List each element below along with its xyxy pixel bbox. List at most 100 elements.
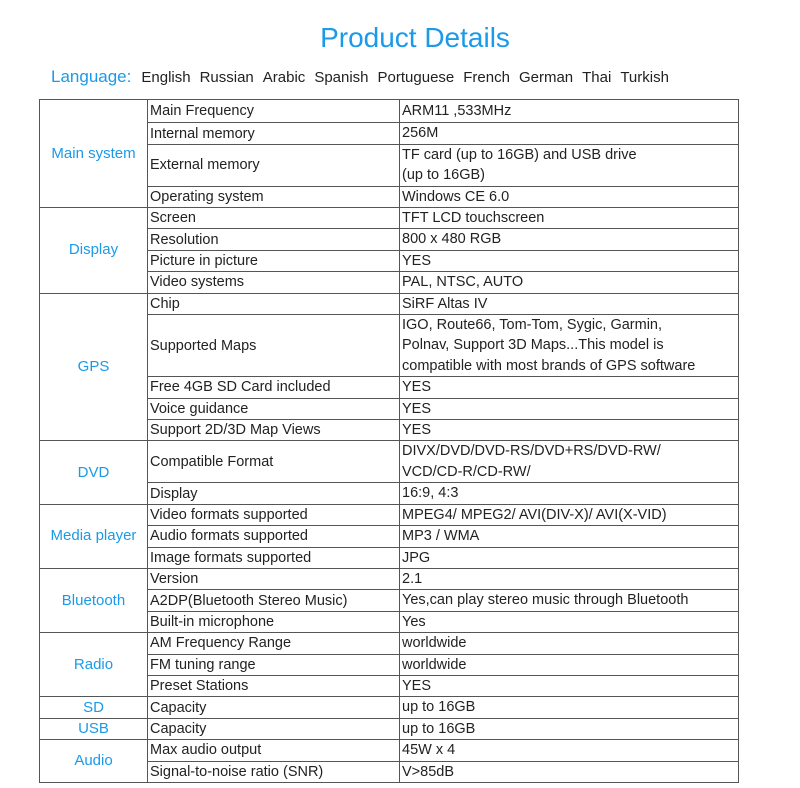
spec-value-line: DIVX/DVD/DVD-RS/DVD+RS/DVD-RW/ <box>402 443 661 460</box>
language-option[interactable]: Russian <box>199 69 254 86</box>
spec-name: Preset Stations <box>147 674 400 698</box>
language-option[interactable]: Turkish <box>620 69 669 86</box>
language-option[interactable]: Arabic <box>262 69 306 86</box>
spec-value: YES <box>399 674 739 698</box>
table-row: SD Capacity up to 16GB <box>39 696 739 719</box>
spec-value: up to 16GB <box>399 717 739 741</box>
table-row: Preset Stations YES <box>40 674 739 698</box>
table-row: External memory TF card (up to 16GB) and … <box>40 143 739 187</box>
table-row: DVD Compatible Format DIVX/DVD/DVD-RS/DVD+… <box>39 440 739 505</box>
spec-value-line: 2.1 <box>402 570 423 587</box>
language-label: Language: <box>51 67 132 86</box>
spec-name: Screen <box>147 207 400 230</box>
spec-name: FM tuning range <box>147 653 400 676</box>
spec-value-line: SiRF Altas IV <box>402 295 488 312</box>
spec-name: Image formats supported <box>147 546 400 569</box>
spec-value-line: Polnav, Support 3D Maps...This model is <box>402 337 664 354</box>
table-row: Free 4GB SD Card included YES <box>40 376 739 399</box>
spec-name: Capacity <box>147 696 400 719</box>
spec-value: 800 x 480 RGB <box>399 228 739 251</box>
spec-name: Operating system <box>147 185 400 209</box>
spec-name: Supported Maps <box>147 314 400 378</box>
category-cell: Radio <box>39 632 148 698</box>
spec-value-line: worldwide <box>402 656 467 673</box>
language-option[interactable]: Portuguese <box>377 69 455 86</box>
spec-value: up to 16GB <box>399 696 739 719</box>
table-row: Bluetooth Version 2.1 <box>39 567 739 634</box>
spec-value-line: Yes <box>402 613 426 630</box>
spec-value: ARM11 ,533MHz <box>399 98 739 124</box>
spec-value-line: PAL, NTSC, AUTO <box>402 274 524 291</box>
spec-value-line: MPEG4/ MPEG2/ AVI(DIV-X)/ AVI(X-VID) <box>402 506 667 523</box>
spec-value: YES <box>399 419 739 442</box>
spec-value-line: MP3 / WMA <box>402 528 480 545</box>
spec-value: V>85dB <box>399 760 739 783</box>
spec-value: 45W x 4 <box>399 739 739 762</box>
spec-name: Version <box>147 567 400 591</box>
table-row: Internal memory 256M <box>40 122 739 145</box>
language-option[interactable]: Spanish <box>314 69 369 86</box>
spec-value-line: YES <box>402 422 432 439</box>
table-row: FM tuning range worldwide <box>40 653 739 676</box>
table-row: Signal-to-noise ratio (SNR) V>85dB <box>40 760 739 783</box>
table-row: Media player Video formats supported MPEG4… <box>39 503 739 569</box>
spec-name: Chip <box>147 292 400 316</box>
spec-name: Max audio output <box>147 739 400 762</box>
page-title: Product Details <box>320 22 510 53</box>
spec-name: Picture in picture <box>147 249 400 273</box>
spec-name: A2DP(Bluetooth Stereo Music) <box>147 589 400 612</box>
spec-value-line: YES <box>402 677 432 694</box>
spec-value-line: YES <box>402 252 432 269</box>
table-row: Operating system Windows CE 6.0 <box>40 185 739 209</box>
spec-value-line: 16:9, 4:3 <box>402 485 459 502</box>
spec-name: Built-in microphone <box>147 610 400 634</box>
category-cell: Main system <box>39 98 148 209</box>
table-row: Video systems PAL, NTSC, AUTO <box>40 271 739 294</box>
spec-name: Free 4GB SD Card included <box>147 376 400 399</box>
spec-value-line: Windows CE 6.0 <box>402 188 510 205</box>
spec-value: 16:9, 4:3 <box>399 482 739 505</box>
spec-value-line: YES <box>402 379 432 396</box>
spec-name: Capacity <box>147 717 400 741</box>
spec-value-line: V>85dB <box>402 763 455 780</box>
spec-value-line: IGO, Route66, Tom-Tom, Sygic, Garmin, <box>402 317 663 334</box>
table-row: Radio AM Frequency Range worldwide <box>39 632 739 698</box>
category-cell: Media player <box>39 503 148 569</box>
spec-value: DIVX/DVD/DVD-RS/DVD+RS/DVD-RW/VCD/CD-R/C… <box>399 440 739 484</box>
spec-value: SiRF Altas IV <box>399 292 739 316</box>
spec-name: Audio formats supported <box>147 525 400 548</box>
spec-name: External memory <box>147 143 400 187</box>
spec-value: 256M <box>399 122 739 145</box>
spec-table: Main system Main Frequency ARM11 ,533MHz In… <box>39 98 739 783</box>
category-cell: Audio <box>39 739 148 783</box>
language-bar: Language: English Russian Arabic Spanish Port… <box>51 67 678 87</box>
language-option[interactable]: Thai <box>582 69 612 86</box>
table-row: Display Screen TFT LCD touchscreen <box>39 207 739 294</box>
spec-name: Display <box>147 482 400 505</box>
spec-value: Yes <box>399 610 739 634</box>
spec-value-line: up to 16GB <box>402 699 476 716</box>
language-option[interactable]: English <box>141 69 191 86</box>
table-row: Voice guidance YES <box>40 397 739 421</box>
spec-value: MP3 / WMA <box>399 525 739 548</box>
spec-value-line: 45W x 4 <box>402 742 456 759</box>
spec-value-line: VCD/CD-R/CD-RW/ <box>402 463 531 480</box>
category-cell: USB <box>39 717 148 741</box>
spec-value: MPEG4/ MPEG2/ AVI(DIV-X)/ AVI(X-VID) <box>399 503 739 527</box>
spec-value-line: TFT LCD touchscreen <box>402 210 545 227</box>
table-row: Support 2D/3D Map Views YES <box>40 419 739 442</box>
spec-value: TFT LCD touchscreen <box>399 207 739 230</box>
language-option[interactable]: German <box>518 69 574 86</box>
spec-name: Video systems <box>147 271 400 294</box>
spec-name: AM Frequency Range <box>147 632 400 655</box>
spec-name: Resolution <box>147 228 400 251</box>
language-option[interactable]: French <box>463 69 510 86</box>
category-cell: Display <box>39 207 148 294</box>
spec-name: Voice guidance <box>147 397 400 421</box>
category-cell: GPS <box>39 292 148 442</box>
table-row: Supported Maps IGO, Route66, Tom-Tom, Syg… <box>40 314 739 378</box>
spec-value: 2.1 <box>399 567 739 591</box>
spec-value-line: Yes,can play stereo music through Blueto… <box>402 592 689 609</box>
spec-value: Windows CE 6.0 <box>399 185 739 209</box>
spec-value-line: YES <box>402 400 432 417</box>
